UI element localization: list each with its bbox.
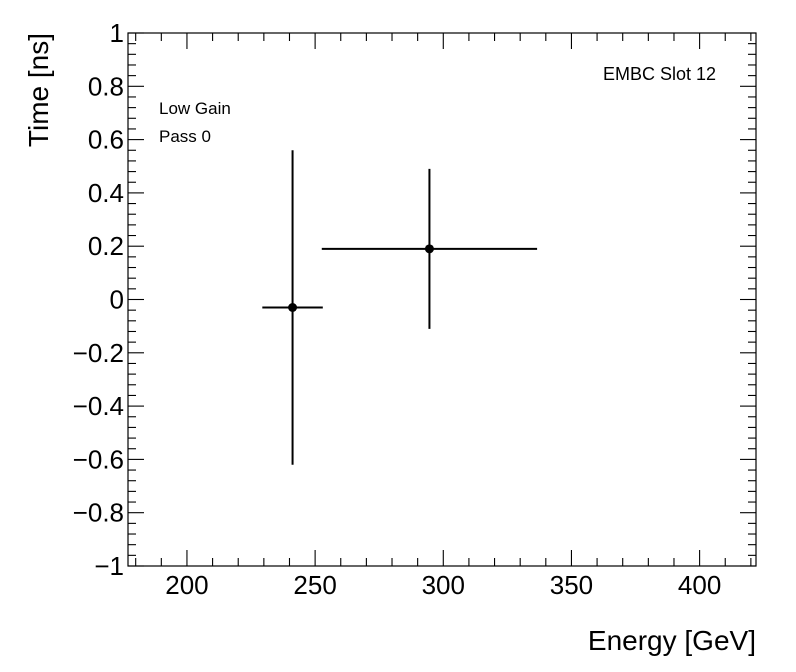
x-tick-label: 250: [293, 570, 336, 600]
x-tick-label: 300: [422, 570, 465, 600]
axis-ticks: [128, 32, 756, 567]
plot-frame: [127, 32, 757, 567]
x-tick-label: 400: [678, 570, 721, 600]
y-tick-label: −1: [94, 551, 124, 581]
point-marker: [424, 244, 434, 254]
data-point-2: [321, 168, 538, 329]
data-point-1: [262, 150, 323, 465]
y-tick-label: −0.8: [73, 498, 124, 528]
y-tick-label: 1: [110, 18, 124, 48]
point-marker: [288, 302, 298, 312]
y-tick-label: −0.4: [73, 391, 124, 421]
annotation-slot: EMBC Slot 12: [603, 64, 716, 84]
annotation-pass: Pass 0: [159, 127, 211, 146]
y-tick-label: 0.6: [88, 125, 124, 155]
annotation-low-gain: Low Gain: [159, 99, 231, 118]
y-tick-label: 0.8: [88, 71, 124, 101]
y-tick-label: 0.2: [88, 231, 124, 261]
x-axis-title: Energy [GeV]: [588, 625, 756, 656]
y-tick-label: 0: [110, 285, 124, 315]
data-points: [262, 150, 538, 465]
x-tick-label: 200: [165, 570, 208, 600]
tick-labels: 200 250 300 350 400 −1 −0.8 −0.6 −0.4 −0.2 0 0.2 0.4…: [73, 18, 722, 600]
y-tick-label: −0.6: [73, 444, 124, 474]
y-axis-title: Time [ns]: [23, 33, 54, 147]
y-tick-label: 0.4: [88, 178, 124, 208]
y-tick-label: −0.2: [73, 338, 124, 368]
x-tick-label: 350: [550, 570, 593, 600]
